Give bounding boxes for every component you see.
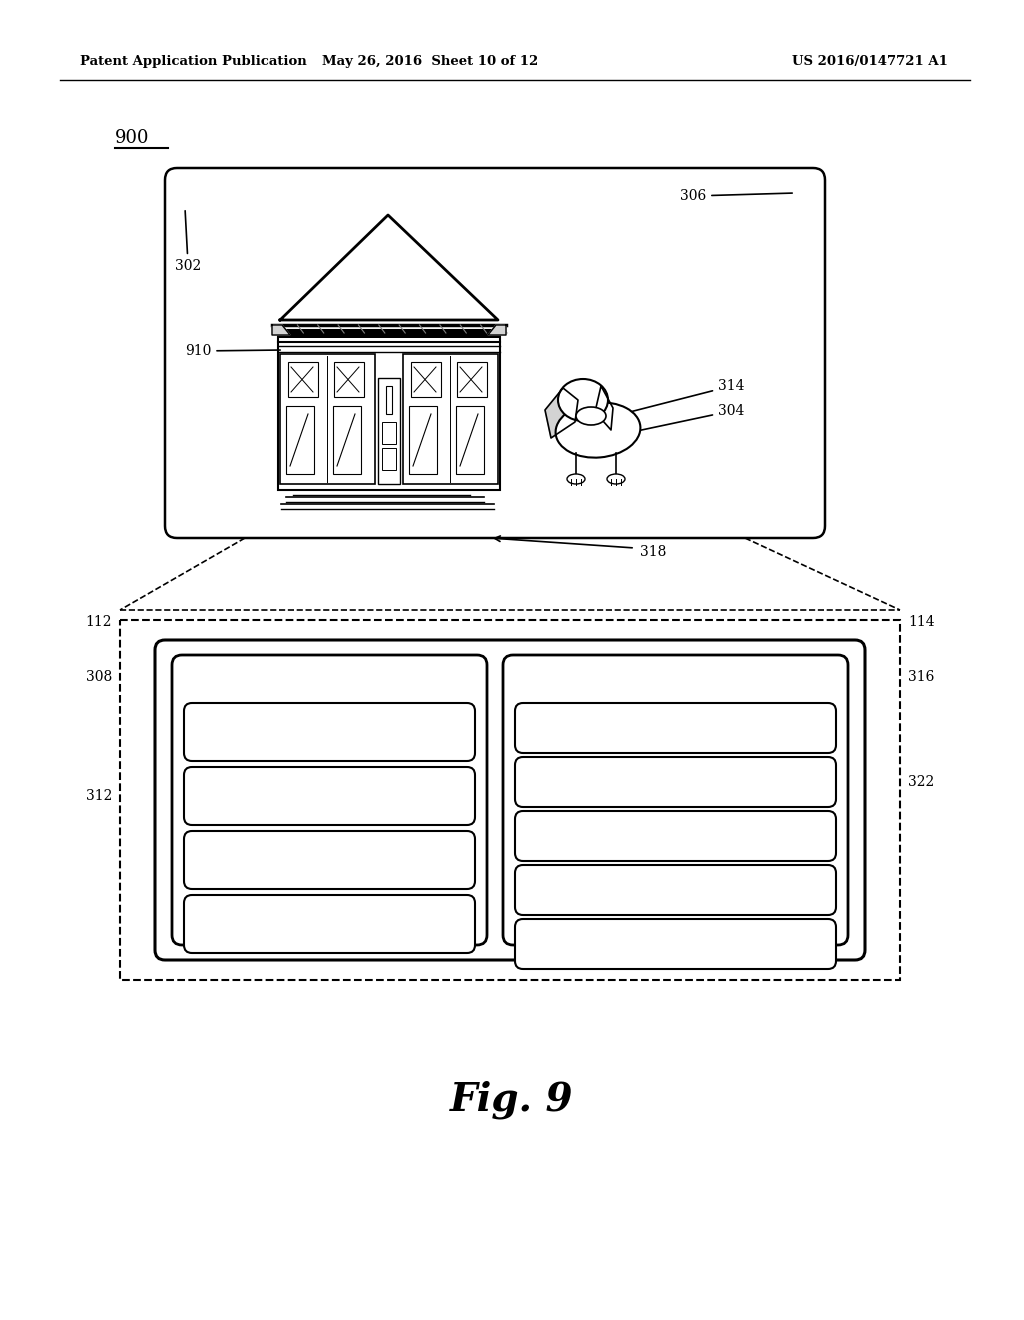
Polygon shape: [595, 385, 613, 430]
Text: 304: 304: [621, 404, 744, 434]
Bar: [382, 447, 396, 470]
Text: May 26, 2016  Sheet 10 of 12: May 26, 2016 Sheet 10 of 12: [322, 55, 539, 69]
Text: 308: 308: [86, 671, 112, 684]
Ellipse shape: [575, 407, 606, 425]
FancyBboxPatch shape: [503, 655, 848, 945]
FancyBboxPatch shape: [155, 640, 865, 960]
Text: Session I: Session I: [644, 937, 708, 950]
Bar: [286, 407, 314, 474]
Polygon shape: [272, 325, 290, 335]
Bar: [386, 385, 392, 414]
Ellipse shape: [607, 474, 625, 484]
Text: Session B: Session B: [295, 780, 364, 795]
Text: 910: 910: [185, 345, 281, 358]
Bar: [457, 362, 487, 397]
Text: Session C: Session C: [641, 714, 710, 727]
FancyBboxPatch shape: [184, 832, 475, 888]
FancyBboxPatch shape: [515, 810, 836, 861]
Text: 316: 316: [908, 671, 934, 684]
FancyBboxPatch shape: [515, 919, 836, 969]
Text: Patent Application Publication: Patent Application Publication: [80, 55, 307, 69]
Text: Fig. 9: Fig. 9: [451, 1081, 573, 1119]
Text: 302: 302: [175, 211, 202, 273]
Polygon shape: [280, 215, 498, 319]
FancyBboxPatch shape: [515, 756, 836, 807]
Text: 112: 112: [85, 615, 112, 630]
Bar: [278, 330, 500, 338]
Text: (Add Shapes): (Add Shapes): [283, 734, 377, 748]
Text: 900: 900: [115, 129, 150, 147]
Text: (Change Nose Color): (Change Nose Color): [601, 729, 750, 743]
FancyBboxPatch shape: [184, 704, 475, 762]
FancyBboxPatch shape: [515, 704, 836, 752]
Text: Session F: Session F: [642, 775, 710, 789]
Bar: [333, 407, 361, 474]
FancyBboxPatch shape: [172, 655, 487, 945]
Text: Session G: Session G: [641, 829, 711, 843]
Bar: [288, 362, 318, 397]
Polygon shape: [545, 388, 578, 438]
Ellipse shape: [567, 474, 585, 484]
Bar: [334, 362, 364, 397]
Bar: [456, 407, 484, 474]
Text: 306: 306: [680, 189, 793, 203]
Bar: [120, 620, 900, 979]
Text: Session A: Session A: [295, 717, 364, 730]
Text: Undo Record: Undo Record: [279, 671, 380, 684]
Text: US 2016/0147721 A1: US 2016/0147721 A1: [792, 55, 948, 69]
Text: Session H: Session H: [640, 883, 711, 898]
Bar: [409, 407, 437, 474]
Bar: [382, 422, 396, 444]
Text: Session E: Session E: [295, 917, 364, 931]
FancyBboxPatch shape: [515, 865, 836, 915]
Text: 322: 322: [908, 775, 934, 789]
Ellipse shape: [556, 403, 640, 458]
Bar: [280, 354, 375, 484]
Text: 312: 312: [86, 789, 112, 803]
Text: Redo Record: Redo Record: [626, 671, 725, 684]
Bar: [278, 330, 500, 490]
Bar: [403, 354, 498, 484]
FancyBboxPatch shape: [184, 895, 475, 953]
Text: (Add Spot): (Add Spot): [292, 797, 368, 812]
FancyBboxPatch shape: [165, 168, 825, 539]
Bar: [411, 362, 441, 397]
Bar: [378, 378, 400, 484]
Text: 318: 318: [640, 545, 667, 558]
Text: Session D: Session D: [295, 853, 365, 867]
FancyBboxPatch shape: [184, 767, 475, 825]
Text: 314: 314: [621, 379, 744, 414]
Text: 114: 114: [908, 615, 935, 630]
Polygon shape: [488, 325, 506, 335]
Ellipse shape: [558, 379, 608, 421]
